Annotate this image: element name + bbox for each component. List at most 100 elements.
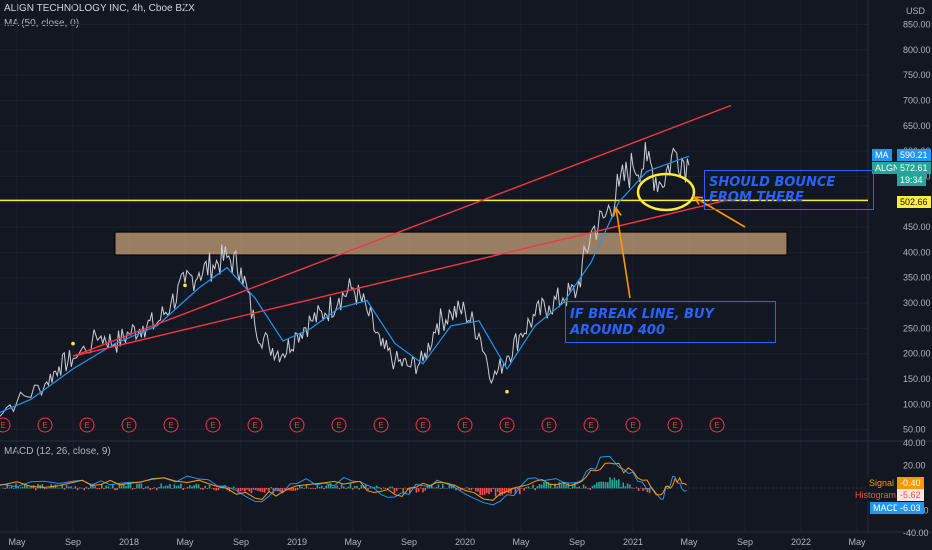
macd-histogram-bar xyxy=(323,488,325,490)
macd-histogram-bar xyxy=(202,488,204,490)
earnings-marker-circle xyxy=(331,417,347,433)
earnings-marker-label: E xyxy=(168,421,173,430)
macd-histogram-bar xyxy=(6,483,8,489)
macd-histogram-bar xyxy=(444,487,446,489)
price-tick-label: 100.00 xyxy=(903,399,931,409)
macd-histogram-bar xyxy=(488,488,490,495)
macd-histogram-bar xyxy=(101,483,103,489)
currency-label: USD xyxy=(906,6,926,16)
macd-histogram-bar xyxy=(622,482,624,489)
macd-histogram-bar xyxy=(318,487,321,489)
macd-histogram-bar xyxy=(21,486,24,489)
earnings-marker-circle xyxy=(247,417,263,433)
macd-histogram-bar xyxy=(237,488,239,493)
earnings-marker: E xyxy=(163,417,179,433)
macd-histogram-bar xyxy=(541,484,543,489)
macd-histogram-bar xyxy=(380,488,382,490)
macd-histogram-bar xyxy=(362,485,365,489)
macd-histogram-bar xyxy=(189,485,191,489)
macd-histogram-bar xyxy=(442,483,444,489)
macd-histogram-bar xyxy=(233,486,235,489)
macd-histogram-bar xyxy=(107,486,110,489)
earnings-marker: E xyxy=(667,417,683,433)
macd-histogram-bar xyxy=(90,483,92,489)
ma-legend: MA (50, close, 0) xyxy=(4,18,80,29)
macd-histogram-bar xyxy=(415,488,418,493)
earnings-marker-circle xyxy=(583,417,599,433)
macd-histogram-bar xyxy=(92,483,94,489)
break-arrow-head xyxy=(612,206,622,217)
macd-histogram-bar xyxy=(371,487,374,489)
macd-histogram-bar xyxy=(378,486,380,489)
earnings-marker-label: E xyxy=(336,421,341,430)
macd-histogram-bar xyxy=(615,480,618,489)
macd-histogram-bar xyxy=(631,487,633,489)
macd-histogram-bar xyxy=(191,486,193,489)
macd-histogram-bar xyxy=(10,485,13,489)
macd-histogram-bar xyxy=(171,488,173,489)
bounce-annotation[interactable]: SHOULD BOUNCE FROM THERE xyxy=(704,170,874,210)
earnings-marker-label: E xyxy=(378,421,383,430)
break-annotation[interactable]: IF BREAK LINE, BUY AROUND 400 xyxy=(565,301,776,343)
macd-histogram-bar xyxy=(149,488,151,491)
macd-histogram-bar xyxy=(120,485,123,489)
macd-histogram-bar xyxy=(197,484,200,489)
macd-histogram-bar xyxy=(239,488,242,492)
macd-histogram-bar xyxy=(431,485,433,489)
macd-histogram-bar xyxy=(303,488,305,489)
macd-histogram-bar xyxy=(63,488,66,490)
macd-histogram-bar xyxy=(250,488,253,494)
macd-histogram-bar xyxy=(87,488,90,490)
macd-histogram-bar xyxy=(24,483,26,489)
macd-histogram-bar xyxy=(261,488,264,493)
break-arrow xyxy=(615,207,631,299)
macd-histogram-bar xyxy=(567,483,569,489)
macd-histogram-bar xyxy=(79,487,81,489)
earnings-marker: E xyxy=(289,417,305,433)
macd-histogram-bar xyxy=(479,488,481,496)
macd-histogram-bar xyxy=(351,488,354,490)
histogram-tag-value: -5.62 xyxy=(897,489,924,501)
macd-histogram-bar xyxy=(523,488,525,491)
macd-histogram-bar xyxy=(178,485,180,489)
macd-histogram-bar xyxy=(327,483,330,489)
ma-tag-label: MA xyxy=(872,149,892,161)
macd-histogram-bar xyxy=(241,488,244,491)
macd-histogram-bar xyxy=(131,488,134,490)
earnings-marker: E xyxy=(373,417,389,433)
earnings-marker: E xyxy=(331,417,347,433)
macd-histogram-bar xyxy=(433,487,435,489)
macd-histogram-bar xyxy=(136,483,138,489)
macd-histogram-bar xyxy=(325,485,327,489)
macd-histogram-bar xyxy=(640,487,642,489)
macd-histogram-bar xyxy=(134,488,136,489)
macd-histogram-bar xyxy=(587,488,589,489)
bounce-ellipse xyxy=(636,172,696,212)
earnings-marker-label: E xyxy=(546,421,551,430)
macd-histogram-bar xyxy=(114,488,116,491)
macd-histogram-bar xyxy=(296,488,299,490)
macd-histogram-bar xyxy=(266,488,268,490)
price-tick-label: 50.00 xyxy=(903,425,926,435)
macd-histogram-bar xyxy=(307,487,310,489)
earnings-marker: E xyxy=(415,417,431,433)
macd-histogram-bar xyxy=(477,488,479,492)
macd-histogram-bar xyxy=(618,479,620,489)
macd-histogram-bar xyxy=(596,482,598,489)
macd-histogram-bar xyxy=(195,483,198,489)
macd-tag-label: MACD xyxy=(870,502,903,514)
macd-histogram-bar xyxy=(510,488,512,494)
macd-histogram-bar xyxy=(549,483,552,489)
macd-histogram-bar xyxy=(558,482,561,489)
macd-tick-label: 40.00 xyxy=(903,438,926,448)
macd-histogram-bar xyxy=(648,488,651,493)
macd-histogram-bar xyxy=(406,488,409,490)
price-series xyxy=(0,141,690,417)
macd-histogram-bar xyxy=(13,488,15,489)
macd-histogram-bar xyxy=(125,485,127,489)
earnings-marker: E xyxy=(541,417,557,433)
macd-histogram-bar xyxy=(316,485,319,489)
macd-histogram-bar xyxy=(48,487,50,489)
macd-histogram-bar xyxy=(637,488,640,492)
